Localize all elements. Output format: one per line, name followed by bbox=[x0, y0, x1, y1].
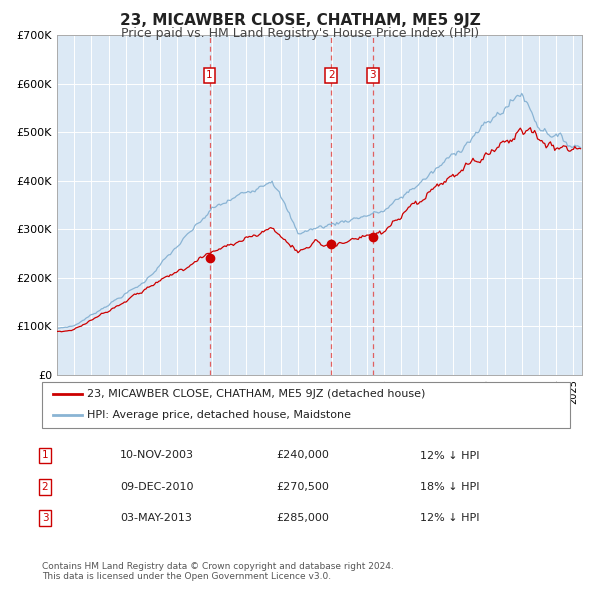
Text: 23, MICAWBER CLOSE, CHATHAM, ME5 9JZ: 23, MICAWBER CLOSE, CHATHAM, ME5 9JZ bbox=[119, 13, 481, 28]
Text: 1: 1 bbox=[206, 70, 213, 80]
Text: 12% ↓ HPI: 12% ↓ HPI bbox=[420, 513, 479, 523]
Text: Price paid vs. HM Land Registry's House Price Index (HPI): Price paid vs. HM Land Registry's House … bbox=[121, 27, 479, 40]
Text: HPI: Average price, detached house, Maidstone: HPI: Average price, detached house, Maid… bbox=[87, 410, 351, 420]
Text: 3: 3 bbox=[41, 513, 49, 523]
Text: 10-NOV-2003: 10-NOV-2003 bbox=[120, 451, 194, 460]
Text: 2: 2 bbox=[41, 482, 49, 491]
Text: 23, MICAWBER CLOSE, CHATHAM, ME5 9JZ (detached house): 23, MICAWBER CLOSE, CHATHAM, ME5 9JZ (de… bbox=[87, 389, 425, 399]
Text: 12% ↓ HPI: 12% ↓ HPI bbox=[420, 451, 479, 460]
FancyBboxPatch shape bbox=[42, 382, 570, 428]
Text: Contains HM Land Registry data © Crown copyright and database right 2024.
This d: Contains HM Land Registry data © Crown c… bbox=[42, 562, 394, 581]
Text: 1: 1 bbox=[41, 451, 49, 460]
Text: 3: 3 bbox=[370, 70, 376, 80]
Text: £240,000: £240,000 bbox=[276, 451, 329, 460]
Text: £270,500: £270,500 bbox=[276, 482, 329, 491]
Text: 03-MAY-2013: 03-MAY-2013 bbox=[120, 513, 192, 523]
Text: 09-DEC-2010: 09-DEC-2010 bbox=[120, 482, 193, 491]
Text: 2: 2 bbox=[328, 70, 335, 80]
Text: £285,000: £285,000 bbox=[276, 513, 329, 523]
Text: 18% ↓ HPI: 18% ↓ HPI bbox=[420, 482, 479, 491]
